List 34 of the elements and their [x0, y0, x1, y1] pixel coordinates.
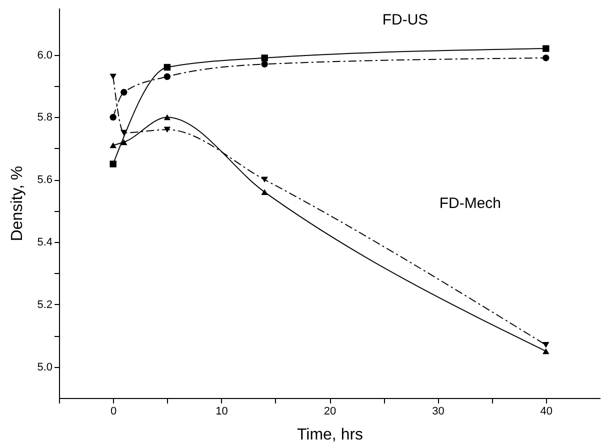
y-tick-label: 6.0 — [37, 49, 52, 62]
point — [164, 73, 171, 80]
y-axis-title: Density, % — [9, 166, 26, 242]
point — [120, 88, 128, 96]
point — [110, 114, 116, 121]
x-tick-label: 0 — [110, 406, 117, 418]
point — [542, 342, 550, 348]
point — [120, 139, 128, 146]
annotation: FD-US — [382, 12, 428, 29]
point — [164, 114, 171, 120]
point — [542, 348, 550, 354]
x-axis-title: Time, hrs — [296, 426, 364, 444]
x-tick-label: 40 — [540, 406, 553, 418]
point — [542, 54, 550, 62]
point — [110, 160, 116, 168]
y-tick-label: 5.8 — [37, 112, 52, 124]
y-tick-label: 5.6 — [37, 174, 52, 186]
point — [261, 189, 268, 195]
x-tick-label: 10 — [216, 406, 228, 418]
point — [542, 45, 550, 52]
point — [110, 74, 116, 80]
point — [110, 142, 116, 148]
point — [261, 60, 268, 68]
y-tick-label: 5.0 — [37, 361, 52, 374]
x-tick-label: 20 — [324, 406, 336, 418]
point — [164, 126, 171, 133]
x-tick-label: 30 — [432, 406, 444, 418]
point — [261, 176, 268, 183]
y-tick-label: 5.2 — [37, 298, 52, 311]
point — [261, 54, 268, 62]
point — [120, 130, 128, 136]
y-tick-label: 5.4 — [37, 236, 52, 248]
annotation: FD-Mech — [439, 195, 501, 212]
point — [164, 64, 171, 71]
